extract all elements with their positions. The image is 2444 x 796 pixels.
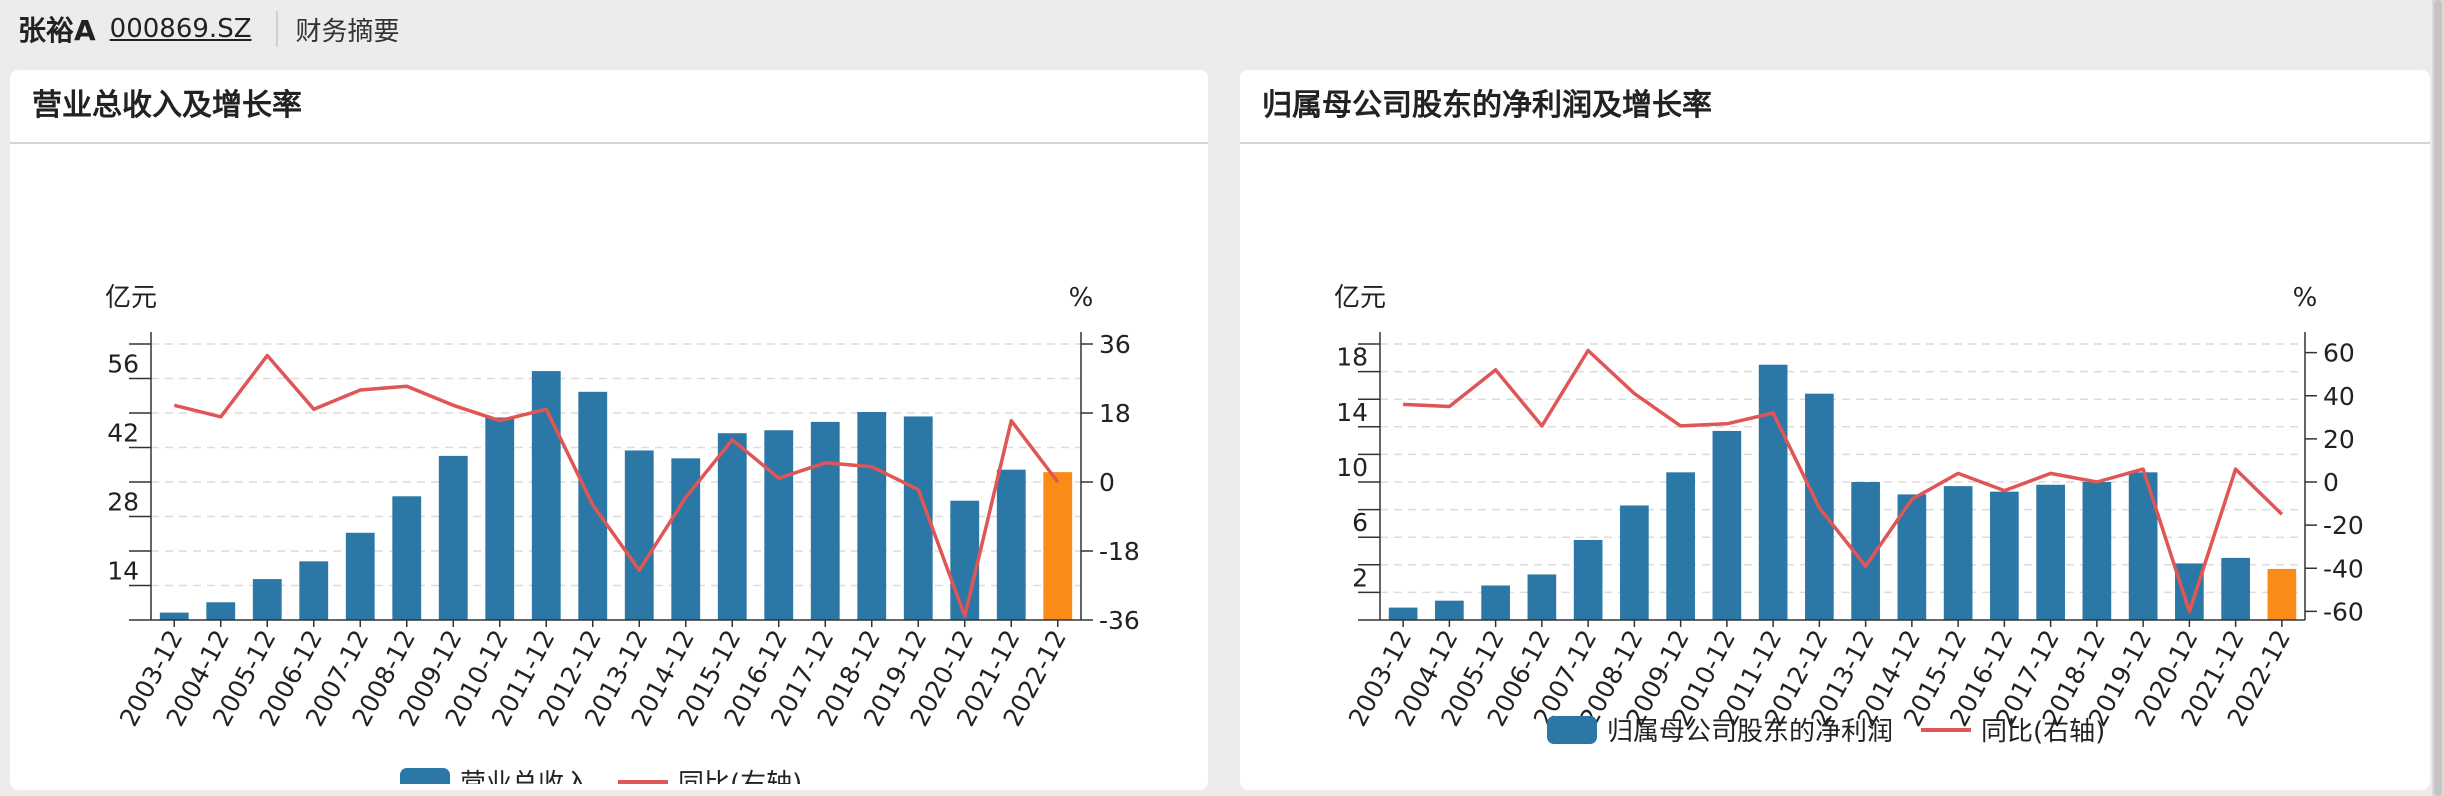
bar [857, 412, 887, 620]
bar [1666, 472, 1695, 620]
revenue-chart: 14284256亿元36180-18-36%2003-122004-122005… [105, 283, 1140, 784]
y-tick-label-left: 42 [107, 419, 139, 448]
bar [717, 433, 747, 620]
legend-label-line: 同比(右轴) [678, 769, 802, 784]
y-tick-label-left: 56 [107, 350, 139, 379]
y-tick-label-left: 10 [1336, 453, 1368, 482]
bar [252, 579, 282, 620]
growth-line [173, 353, 1060, 618]
y-tick-label-right: -36 [1099, 606, 1140, 635]
y-axis-label-left: 亿元 [105, 283, 157, 313]
y-tick-label-right: 0 [2323, 468, 2339, 497]
bar [1943, 486, 1973, 620]
legend-label-line: 同比(右轴) [1981, 717, 2105, 747]
y-tick-label-left: 14 [107, 557, 139, 586]
bar [392, 496, 422, 620]
bar [1712, 430, 1742, 620]
bar [299, 561, 329, 620]
bar [764, 430, 794, 620]
bar [345, 532, 375, 620]
bar [1043, 472, 1073, 620]
bar [1527, 574, 1557, 620]
y-tick-label-left: 6 [1352, 508, 1368, 537]
profit-chart-panel: 归属母公司股东的净利润及增长率 2 6 10 14 18 亿元 60 40 20 0 -20 -40 -… [1240, 70, 2430, 790]
y-tick-label-right: 60 [2323, 339, 2355, 368]
revenue-chart-title: 营业总收入及增长率 [10, 70, 1208, 144]
bar [2221, 557, 2250, 620]
y-tick-label-right: 40 [2323, 382, 2355, 411]
bar [1620, 505, 1649, 620]
legend-swatch-bar [400, 768, 450, 784]
bar [2267, 568, 2297, 620]
bar [1435, 600, 1464, 620]
legend-label-bar: 营业总收入 [460, 769, 590, 784]
y-tick-label-right: 36 [1099, 330, 1131, 359]
stock-code-link[interactable]: 000869.SZ [109, 14, 252, 44]
bar [485, 417, 515, 620]
bar [2036, 484, 2065, 620]
growth-line [1403, 348, 2284, 614]
bar [2082, 482, 2112, 620]
bar [206, 602, 236, 620]
revenue-chart-panel: 营业总收入及增长率 14 28 42 56 亿元 36 18 0 -18 -36% 2003-12 2… [10, 70, 1208, 790]
top-bar: 张裕A 000869.SZ 财务摘要 [0, 0, 2444, 58]
profit-chart: 26101418亿元6040200-20-40-60%2003-122004-1… [1334, 283, 2364, 747]
stock-name: 张裕A [18, 14, 96, 47]
profit-chart-title: 归属母公司股东的净利润及增长率 [1240, 70, 2430, 144]
bar [996, 469, 1026, 620]
header-divider [275, 11, 278, 47]
bar [950, 500, 980, 620]
bar [624, 450, 654, 620]
y-tick-label-right: -18 [1099, 537, 1140, 566]
bar [1573, 539, 1603, 620]
y-tick-label-left: 28 [107, 488, 139, 517]
legend-label-bar: 归属母公司股东的净利润 [1607, 717, 1893, 747]
scrollbar[interactable] [2432, 0, 2444, 796]
y-axis-label-right: % [2293, 283, 2318, 313]
legend-swatch-bar [1547, 716, 1597, 744]
y-axis-label-right: % [1069, 283, 1094, 313]
y-tick-label-left: 14 [1336, 398, 1368, 427]
bar [1388, 607, 1418, 620]
scrollbar-thumb[interactable] [2434, 0, 2442, 796]
y-tick-label-right: 18 [1099, 399, 1131, 428]
bar [1758, 364, 1788, 620]
y-tick-label-right: 0 [1099, 468, 1115, 497]
y-tick-label-right: 20 [2323, 425, 2355, 454]
bar [438, 455, 468, 620]
bar [1990, 491, 2019, 620]
bar [1481, 585, 1510, 620]
y-axis-label-left: 亿元 [1334, 283, 1386, 313]
y-tick-label-left: 2 [1352, 563, 1368, 592]
bar [159, 612, 189, 620]
section-title: 财务摘要 [295, 16, 400, 47]
y-tick-label-right: -40 [2323, 554, 2364, 583]
y-tick-label-right: -20 [2323, 511, 2364, 540]
y-tick-label-right: -60 [2323, 597, 2364, 626]
bar [810, 421, 840, 620]
y-tick-label-left: 18 [1336, 343, 1368, 372]
